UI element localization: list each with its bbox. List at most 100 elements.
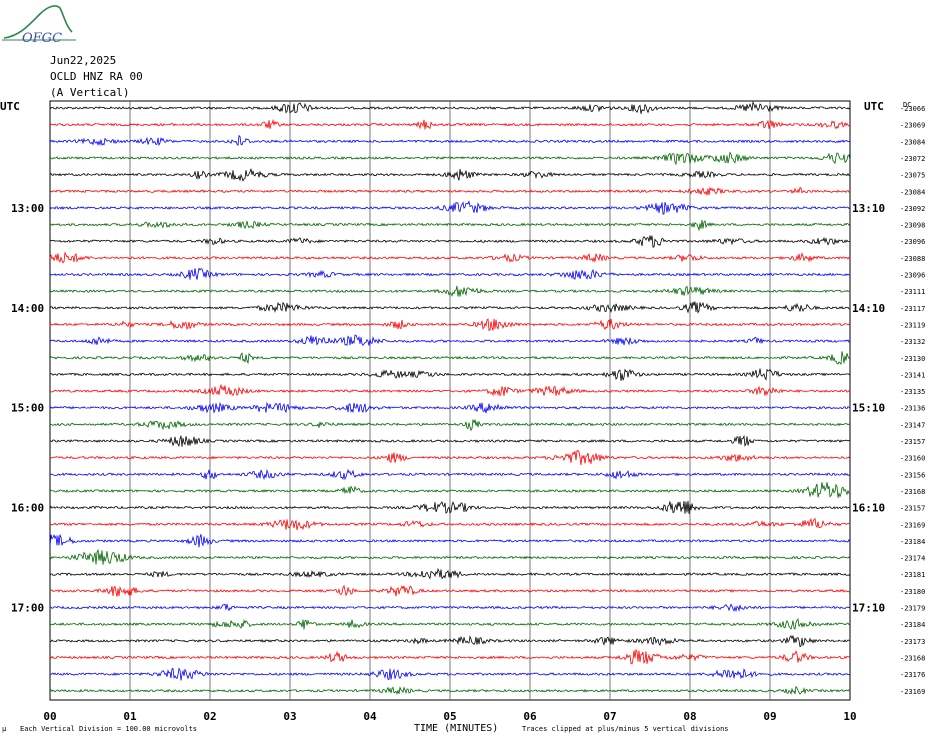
trace-waveform: [49, 450, 851, 465]
trace-waveform: [49, 667, 851, 681]
trace-waveform: [49, 251, 851, 264]
trace-waveform: [49, 301, 850, 314]
trace-waveform: [49, 584, 851, 597]
ofgc-logo: OFGC: [2, 5, 76, 46]
seismic-trace-row: -23084: [49, 134, 925, 147]
x-tick-label: 08: [683, 710, 696, 723]
dc-offset-label: -23168: [900, 654, 925, 662]
trace-waveform: [49, 334, 851, 347]
dc-offset-label: -23169: [900, 688, 925, 696]
left-hour-label: 16:00: [11, 502, 44, 515]
x-tick-label: 07: [603, 710, 616, 723]
seismic-trace-row: -23111: [49, 285, 925, 297]
x-tick-label: 02: [203, 710, 216, 723]
dc-offset-label: -23117: [900, 305, 925, 313]
trace-waveform: [49, 517, 851, 531]
trace-waveform: [49, 482, 851, 498]
seismic-trace-row: -23135: [49, 383, 925, 397]
right-hour-label: 13:10: [852, 202, 885, 215]
seismic-trace-row: -23117: [49, 301, 925, 314]
seismic-trace-row: -23157: [49, 500, 925, 514]
seismic-trace-row: -23181: [49, 567, 925, 580]
seismic-trace-row: -23098: [49, 219, 925, 232]
dc-offset-label: -23156: [900, 471, 925, 479]
dc-offset-label: -23176: [900, 671, 925, 679]
seismic-trace-row: -23156: [49, 468, 925, 481]
left-hour-label: 15:00: [11, 402, 44, 415]
seismic-trace-row: -23160: [49, 450, 925, 465]
dc-offset-label: -23184: [900, 621, 925, 629]
dc-offset-label: -23084: [900, 138, 925, 146]
trace-waveform: [49, 500, 851, 514]
seismic-trace-row: -23069: [49, 118, 925, 130]
seismic-trace-row: -23066: [49, 100, 925, 114]
dc-offset-label: -23141: [900, 371, 925, 379]
right-hour-label: 14:10: [852, 302, 885, 315]
trace-waveform: [49, 567, 851, 580]
trace-waveform: [49, 100, 851, 114]
trace-waveform: [50, 368, 851, 381]
logo-text: OFGC: [22, 31, 62, 46]
x-tick-label: 10: [843, 710, 856, 723]
seismic-trace-row: -23096: [49, 235, 925, 248]
dc-offset-label: -23088: [900, 255, 925, 263]
seismic-trace-row: -23096: [49, 267, 925, 280]
seismic-trace-row: -23130: [49, 351, 925, 366]
dc-offset-label: -23180: [900, 588, 925, 596]
right-hour-label: 16:10: [852, 502, 885, 515]
dc-header: DC: [903, 101, 911, 109]
dc-offset-label: -23136: [900, 405, 925, 413]
trace-waveform: [49, 186, 850, 196]
right-hour-label: 17:10: [852, 602, 885, 615]
x-tick-label: 09: [763, 710, 776, 723]
trace-waveform: [49, 267, 851, 280]
trace-waveform: [49, 548, 851, 565]
dc-offset-label: -23160: [900, 455, 925, 463]
seismic-trace-row: -23179: [49, 603, 925, 613]
trace-waveform: [49, 648, 851, 665]
trace-waveform: [49, 151, 851, 166]
mu-symbol: μ: [2, 725, 7, 733]
trace-waveform: [49, 685, 851, 695]
seismic-trace-row: -23169: [49, 685, 925, 696]
x-tick-label: 06: [523, 710, 537, 723]
dc-offset-label: -23179: [900, 605, 925, 613]
trace-waveform: [49, 168, 850, 182]
trace-waveform: [49, 118, 851, 130]
seismic-trace-row: -23168: [49, 482, 925, 498]
x-tick-label: 05: [443, 710, 456, 723]
dc-offset-label: -23096: [900, 238, 925, 246]
seismic-trace-row: -23173: [49, 635, 925, 648]
seismic-trace-row: -23157: [49, 434, 925, 447]
trace-waveform: [49, 351, 851, 366]
component-label: (A Vertical): [50, 86, 130, 99]
left-hour-label: 14:00: [11, 302, 44, 315]
x-tick-label: 00: [43, 710, 56, 723]
seismic-trace-row: -23072: [49, 151, 925, 166]
trace-waveform: [49, 468, 851, 481]
station-code: OCLD HNZ RA 00: [50, 70, 143, 83]
dc-offset-label: -23132: [900, 338, 925, 346]
trace-waveform: [49, 603, 851, 613]
seismic-trace-row: -23184: [49, 618, 925, 630]
dc-offset-label: -23184: [900, 538, 925, 546]
dc-offset-label: -23168: [900, 488, 925, 496]
dc-offset-label: -23066: [900, 105, 925, 113]
x-tick-label: 04: [363, 710, 377, 723]
scale-note: Each Vertical Division = 100.00 microvol…: [20, 725, 198, 733]
dc-offset-label: -23111: [900, 288, 925, 296]
left-hour-label: 13:00: [11, 202, 44, 215]
seismic-trace-row: -23088: [49, 251, 925, 264]
dc-offset-label: -23075: [900, 172, 925, 180]
dc-offset-label: -23084: [900, 188, 925, 196]
seismic-trace-row: -23084: [49, 186, 925, 196]
dc-offset-label: -23098: [900, 222, 925, 230]
seismic-trace-row: -23168: [49, 648, 925, 665]
dc-offset-label: -23069: [900, 122, 925, 130]
trace-waveform: [49, 134, 851, 147]
dc-offset-label: -23174: [900, 555, 925, 563]
trace-waveform: [49, 235, 851, 248]
dc-offset-label: -23181: [900, 571, 925, 579]
